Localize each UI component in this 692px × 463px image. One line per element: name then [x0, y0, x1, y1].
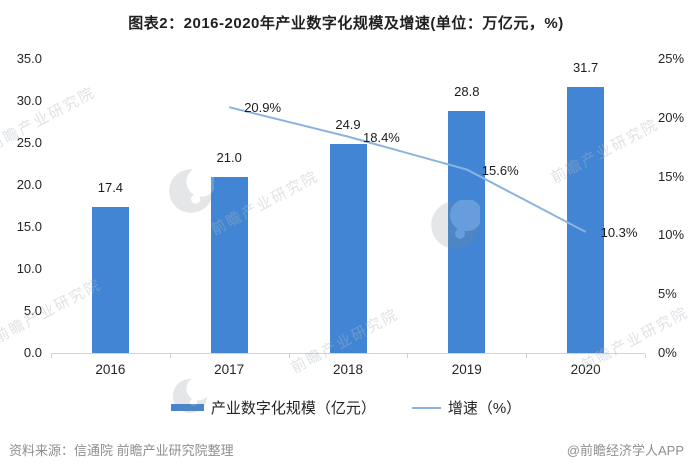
- x-axis-tick-mark: [169, 354, 171, 358]
- legend-label-growth: 增速（%）: [447, 400, 522, 417]
- left-axis-tick: 30.0: [16, 93, 42, 108]
- legend-label-scale: 产业数字化规模（亿元）: [210, 400, 376, 417]
- bar-value-label: 28.8: [454, 84, 480, 100]
- plot-area: 17.4 21.0 24.9 28.8 31.7 20.9% 18.4% 15.6% 10.3%: [51, 59, 645, 354]
- right-axis-tick: 25%: [658, 51, 685, 66]
- growth-value-label: 18.4%: [363, 129, 400, 145]
- legend-item-growth: 增速（%）: [411, 397, 522, 418]
- right-axis-tick: 20%: [658, 109, 685, 125]
- growth-value-label: 15.6%: [481, 162, 519, 178]
- x-axis-tick-mark: [526, 354, 528, 358]
- x-axis-label-2018: 2018: [332, 362, 364, 377]
- left-axis-tick: 20.0: [16, 177, 42, 192]
- bar-2019: [448, 111, 486, 353]
- x-axis-tick-mark: [645, 354, 646, 358]
- source-note: 资料来源：信通院 前瞻产业研究院整理: [9, 443, 234, 458]
- growth-value-label: 20.9%: [244, 100, 282, 116]
- x-axis-label-2017: 2017: [214, 362, 245, 377]
- growth-line-path: [228, 106, 587, 233]
- left-axis-tick: 10.0: [16, 261, 42, 276]
- right-axis-tick: 5%: [658, 286, 677, 302]
- x-axis-tick-mark: [288, 354, 290, 358]
- growth-line: [228, 106, 587, 233]
- x-axis-label-2020: 2020: [570, 362, 601, 377]
- line-swatch-icon: [411, 406, 441, 409]
- credit-note: @前瞻经济学人APP: [566, 443, 684, 458]
- bar-value-label: 31.7: [572, 59, 599, 75]
- left-axis-tick: 15.0: [16, 219, 42, 234]
- x-axis-label-2016: 2016: [95, 362, 126, 377]
- bar-value-label: 24.9: [335, 116, 361, 132]
- footer: 资料来源：信通院 前瞻产业研究院整理 @前瞻经济学人APP: [0, 440, 692, 459]
- legend: 产业数字化规模（亿元） 增速（%）: [0, 397, 692, 418]
- bar-value-label: 17.4: [97, 179, 124, 195]
- right-axis-tick: 0%: [658, 345, 677, 360]
- left-axis-tick: 0.0: [23, 345, 42, 360]
- legend-item-scale: 产业数字化规模（亿元）: [170, 397, 376, 418]
- growth-value-label: 10.3%: [600, 224, 638, 240]
- bar-2020: [567, 86, 605, 353]
- right-axis-tick: 10%: [658, 227, 685, 243]
- bar-value-label: 21.0: [216, 149, 242, 165]
- right-axis-tick: 15%: [658, 168, 685, 184]
- bar-swatch-icon: [170, 404, 204, 411]
- left-axis-tick: 5.0: [23, 303, 42, 318]
- x-axis-tick-mark: [51, 354, 52, 358]
- x-axis-tick-mark: [407, 354, 409, 358]
- bar-2017: [210, 176, 248, 353]
- left-axis-tick: 35.0: [16, 51, 42, 66]
- left-axis-tick: 25.0: [16, 135, 42, 150]
- chart-title: 图表2：2016-2020年产业数字化规模及增速(单位：万亿元，%): [128, 15, 564, 32]
- bar-2016: [91, 206, 129, 353]
- bar-2018: [329, 143, 367, 353]
- x-axis-label-2019: 2019: [451, 362, 482, 377]
